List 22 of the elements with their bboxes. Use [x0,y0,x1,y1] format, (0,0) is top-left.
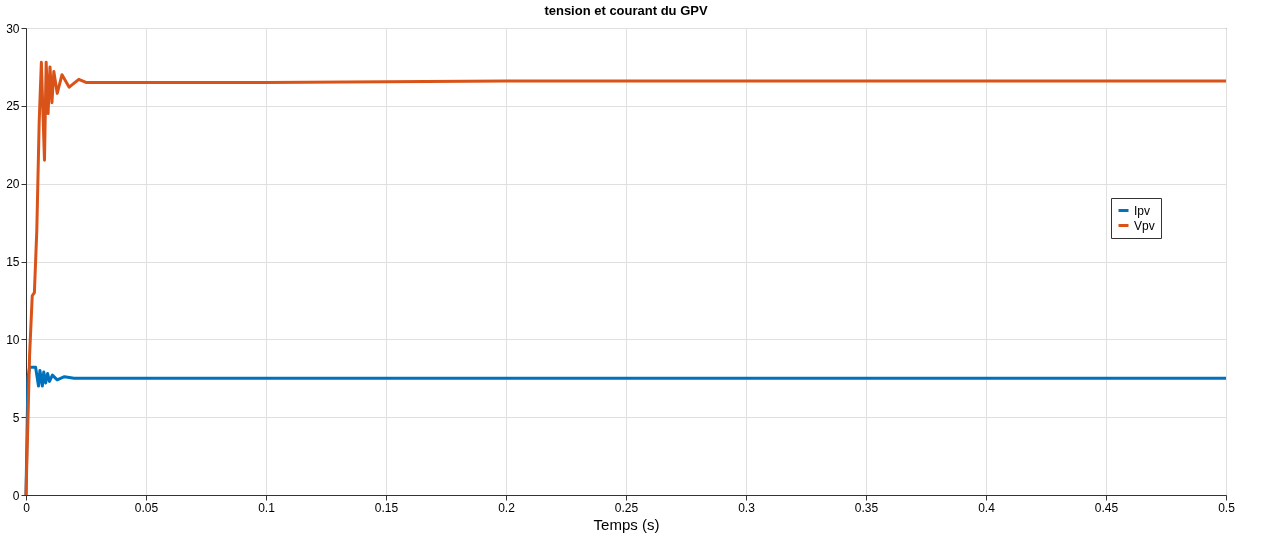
y-tick-label: 5 [12,410,20,425]
x-tick-label: 0.3 [738,500,756,515]
x-tick-label: 0.45 [1094,500,1119,515]
y-tick-label: 20 [6,177,20,192]
x-tick-label: 0.5 [1218,500,1236,515]
y-tick-label: 10 [6,332,20,347]
x-tick-label: 0.1 [258,500,276,515]
legend-label: Ipv [1134,203,1151,218]
y-tick-label: 15 [6,255,20,269]
legend-label: Vpv [1134,218,1155,233]
x-tick-label: 0.15 [374,500,399,515]
x-tick-label: 0.05 [134,500,159,515]
x-tick-label: 0.4 [978,500,996,515]
y-tick-label: 25 [6,99,20,114]
x-tick-label: 0.2 [498,500,516,515]
y-tick-label: 0 [12,488,20,503]
x-axis-title: Temps (s) [593,515,660,533]
chart-title: tension et courant du GPV [544,3,708,18]
y-tick-label: 30 [6,21,20,36]
x-tick-label: 0 [23,500,31,515]
x-tick-label: 0.25 [614,500,639,515]
x-tick-label: 0.35 [854,500,879,515]
